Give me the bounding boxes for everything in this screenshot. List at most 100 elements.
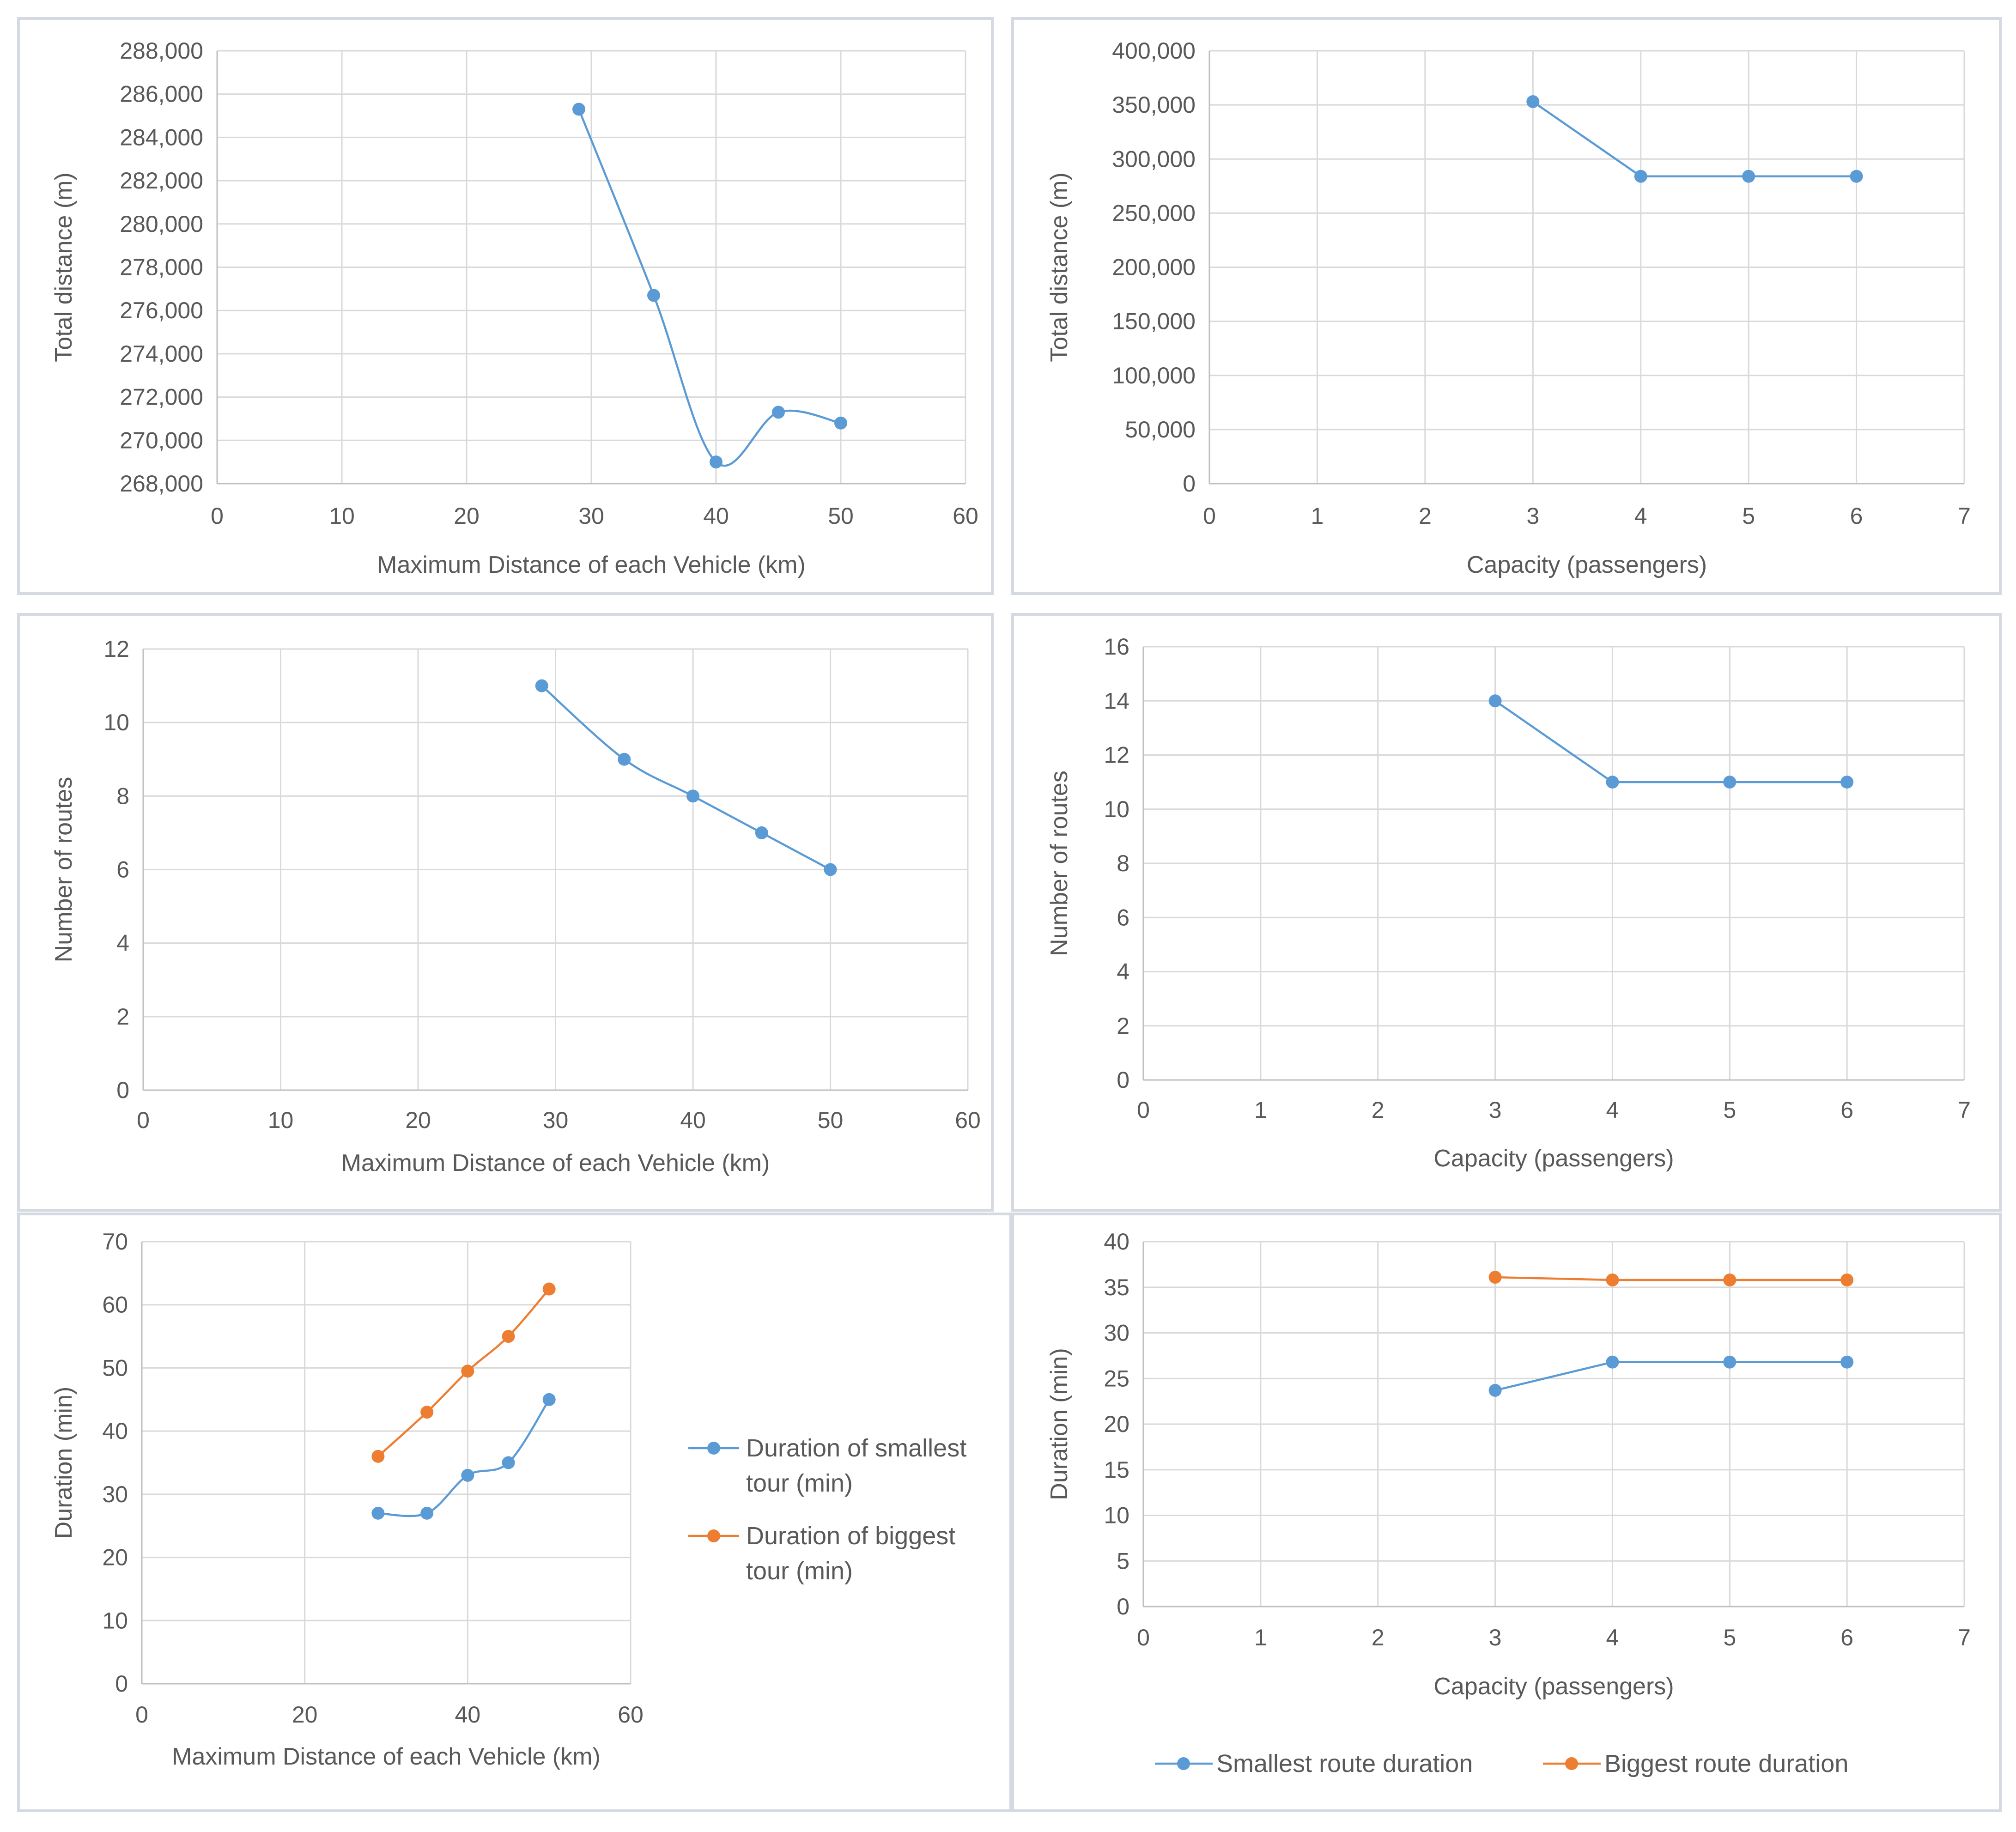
panel-frame [1011, 613, 2002, 1212]
data-point [824, 863, 837, 876]
y-tick-label: 350,000 [1112, 92, 1196, 118]
x-tick-label: 0 [137, 1107, 150, 1133]
y-tick-label: 6 [1117, 904, 1129, 930]
y-tick-label: 8 [116, 783, 129, 809]
x-tick-label: 0 [1137, 1625, 1150, 1650]
data-point [1606, 776, 1619, 789]
x-axis-title: Maximum Distance of each Vehicle (km) [341, 1150, 770, 1177]
x-tick-label: 5 [1723, 1097, 1736, 1123]
chart-duration-vs-max-distance: 0 10 20 30 40 50 60 70 0 20 40 60 Maximum Distance o… [17, 1213, 1012, 1812]
x-tick-label: 30 [543, 1107, 569, 1133]
y-tick-label: 2 [1117, 1013, 1129, 1039]
x-tick-label: 7 [1958, 503, 1971, 529]
chart-total-distance-vs-capacity: 0 50,000 100,000 150,000 200,000 250,000 300,0… [1011, 17, 2002, 595]
legend-label: tour (min) [746, 1469, 853, 1497]
y-tick-label: 14 [1104, 688, 1129, 714]
panel-frame [1011, 1213, 2002, 1812]
y-tick-label: 400,000 [1112, 38, 1196, 64]
y-tick-label: 6 [116, 857, 129, 883]
chart-total-distance-vs-max-distance: 268,000 270,000 272,000 274,000 276,000 278,0… [17, 17, 994, 595]
legend-label: tour (min) [746, 1557, 853, 1585]
y-tick-label: 274,000 [120, 341, 203, 367]
y-tick-label: 16 [1104, 634, 1129, 660]
x-tick-label: 50 [818, 1107, 844, 1133]
x-tick-label: 5 [1742, 503, 1755, 529]
chart-routes-vs-max-distance: 0 2 4 6 8 10 12 0 10 20 30 40 50 60 Maximum Distance o… [17, 613, 994, 1212]
y-tick-label: 282,000 [120, 168, 203, 194]
y-axis-title: Total distance (m) [1046, 172, 1073, 362]
data-point [1606, 1273, 1619, 1286]
x-tick-label: 60 [955, 1107, 981, 1133]
y-tick-label: 284,000 [120, 124, 203, 150]
series-line-1 [1494, 700, 1847, 783]
series-line-1 [1532, 101, 1857, 177]
data-point [710, 455, 723, 469]
data-point [1606, 1355, 1619, 1369]
y-tick-label: 40 [102, 1418, 128, 1444]
legend-swatch-marker [707, 1442, 720, 1455]
data-point [420, 1506, 434, 1520]
data-point [1723, 776, 1737, 789]
data-point [371, 1506, 385, 1520]
x-tick-label: 50 [828, 503, 854, 529]
y-tick-label: 286,000 [120, 81, 203, 107]
legend-swatch-marker [1565, 1757, 1578, 1770]
x-tick-label: 3 [1489, 1097, 1502, 1123]
x-tick-label: 10 [268, 1107, 294, 1133]
data-point [1634, 170, 1647, 183]
data-point [1488, 1271, 1502, 1284]
y-tick-label: 10 [1104, 796, 1129, 822]
y-tick-label: 268,000 [120, 471, 203, 497]
y-tick-label: 20 [102, 1545, 128, 1571]
y-tick-label: 10 [103, 710, 129, 735]
x-tick-label: 40 [680, 1107, 706, 1133]
x-tick-label: 1 [1254, 1097, 1267, 1123]
y-axis-title: Total distance (m) [50, 172, 77, 362]
data-point [618, 752, 631, 766]
y-tick-label: 288,000 [120, 38, 203, 64]
data-point [1723, 1273, 1737, 1286]
data-point [572, 103, 585, 116]
data-point [1723, 1355, 1737, 1369]
y-axis-title: Duration (min) [1046, 1348, 1073, 1500]
y-tick-label: 272,000 [120, 384, 203, 410]
x-tick-label: 0 [135, 1702, 148, 1728]
data-point [1840, 1355, 1854, 1369]
y-tick-label: 276,000 [120, 297, 203, 323]
x-tick-label: 6 [1840, 1625, 1853, 1650]
x-tick-label: 20 [454, 503, 480, 529]
x-axis-title: Maximum Distance of each Vehicle (km) [172, 1743, 601, 1770]
x-tick-label: 20 [292, 1702, 318, 1728]
y-tick-label: 25 [1104, 1365, 1129, 1391]
y-tick-label: 4 [116, 930, 129, 956]
data-point [371, 1450, 385, 1463]
legend-swatch-marker [1177, 1757, 1190, 1770]
x-axis-title: Capacity (passengers) [1467, 552, 1707, 578]
data-point [542, 1393, 556, 1406]
y-tick-label: 10 [1104, 1503, 1129, 1529]
panel-frame [17, 17, 994, 595]
data-point [1488, 694, 1502, 708]
y-tick-label: 278,000 [120, 255, 203, 280]
data-point [542, 1282, 556, 1296]
legend-label: Duration of smallest [746, 1434, 966, 1462]
x-tick-label: 2 [1372, 1625, 1384, 1650]
y-tick-label: 50 [102, 1355, 128, 1381]
x-tick-label: 7 [1958, 1097, 1971, 1123]
y-tick-label: 70 [102, 1229, 128, 1255]
chart-duration-vs-capacity: 0 5 10 15 20 25 30 35 40 0 1 2 3 4 5 6 7 Capacity (passen… [1011, 1213, 2002, 1812]
x-tick-label: 30 [578, 503, 604, 529]
y-tick-label: 10 [102, 1608, 128, 1633]
y-tick-label: 35 [1104, 1274, 1129, 1300]
data-point [502, 1330, 515, 1343]
x-tick-label: 40 [455, 1702, 481, 1728]
x-tick-label: 10 [329, 503, 355, 529]
x-axis-title: Capacity (passengers) [1433, 1673, 1674, 1700]
y-tick-label: 5 [1117, 1548, 1129, 1574]
x-axis-title: Capacity (passengers) [1433, 1145, 1674, 1172]
y-tick-label: 40 [1104, 1229, 1129, 1255]
data-point [1488, 1383, 1502, 1397]
y-tick-label: 15 [1104, 1457, 1129, 1483]
y-tick-label: 30 [1104, 1320, 1129, 1346]
